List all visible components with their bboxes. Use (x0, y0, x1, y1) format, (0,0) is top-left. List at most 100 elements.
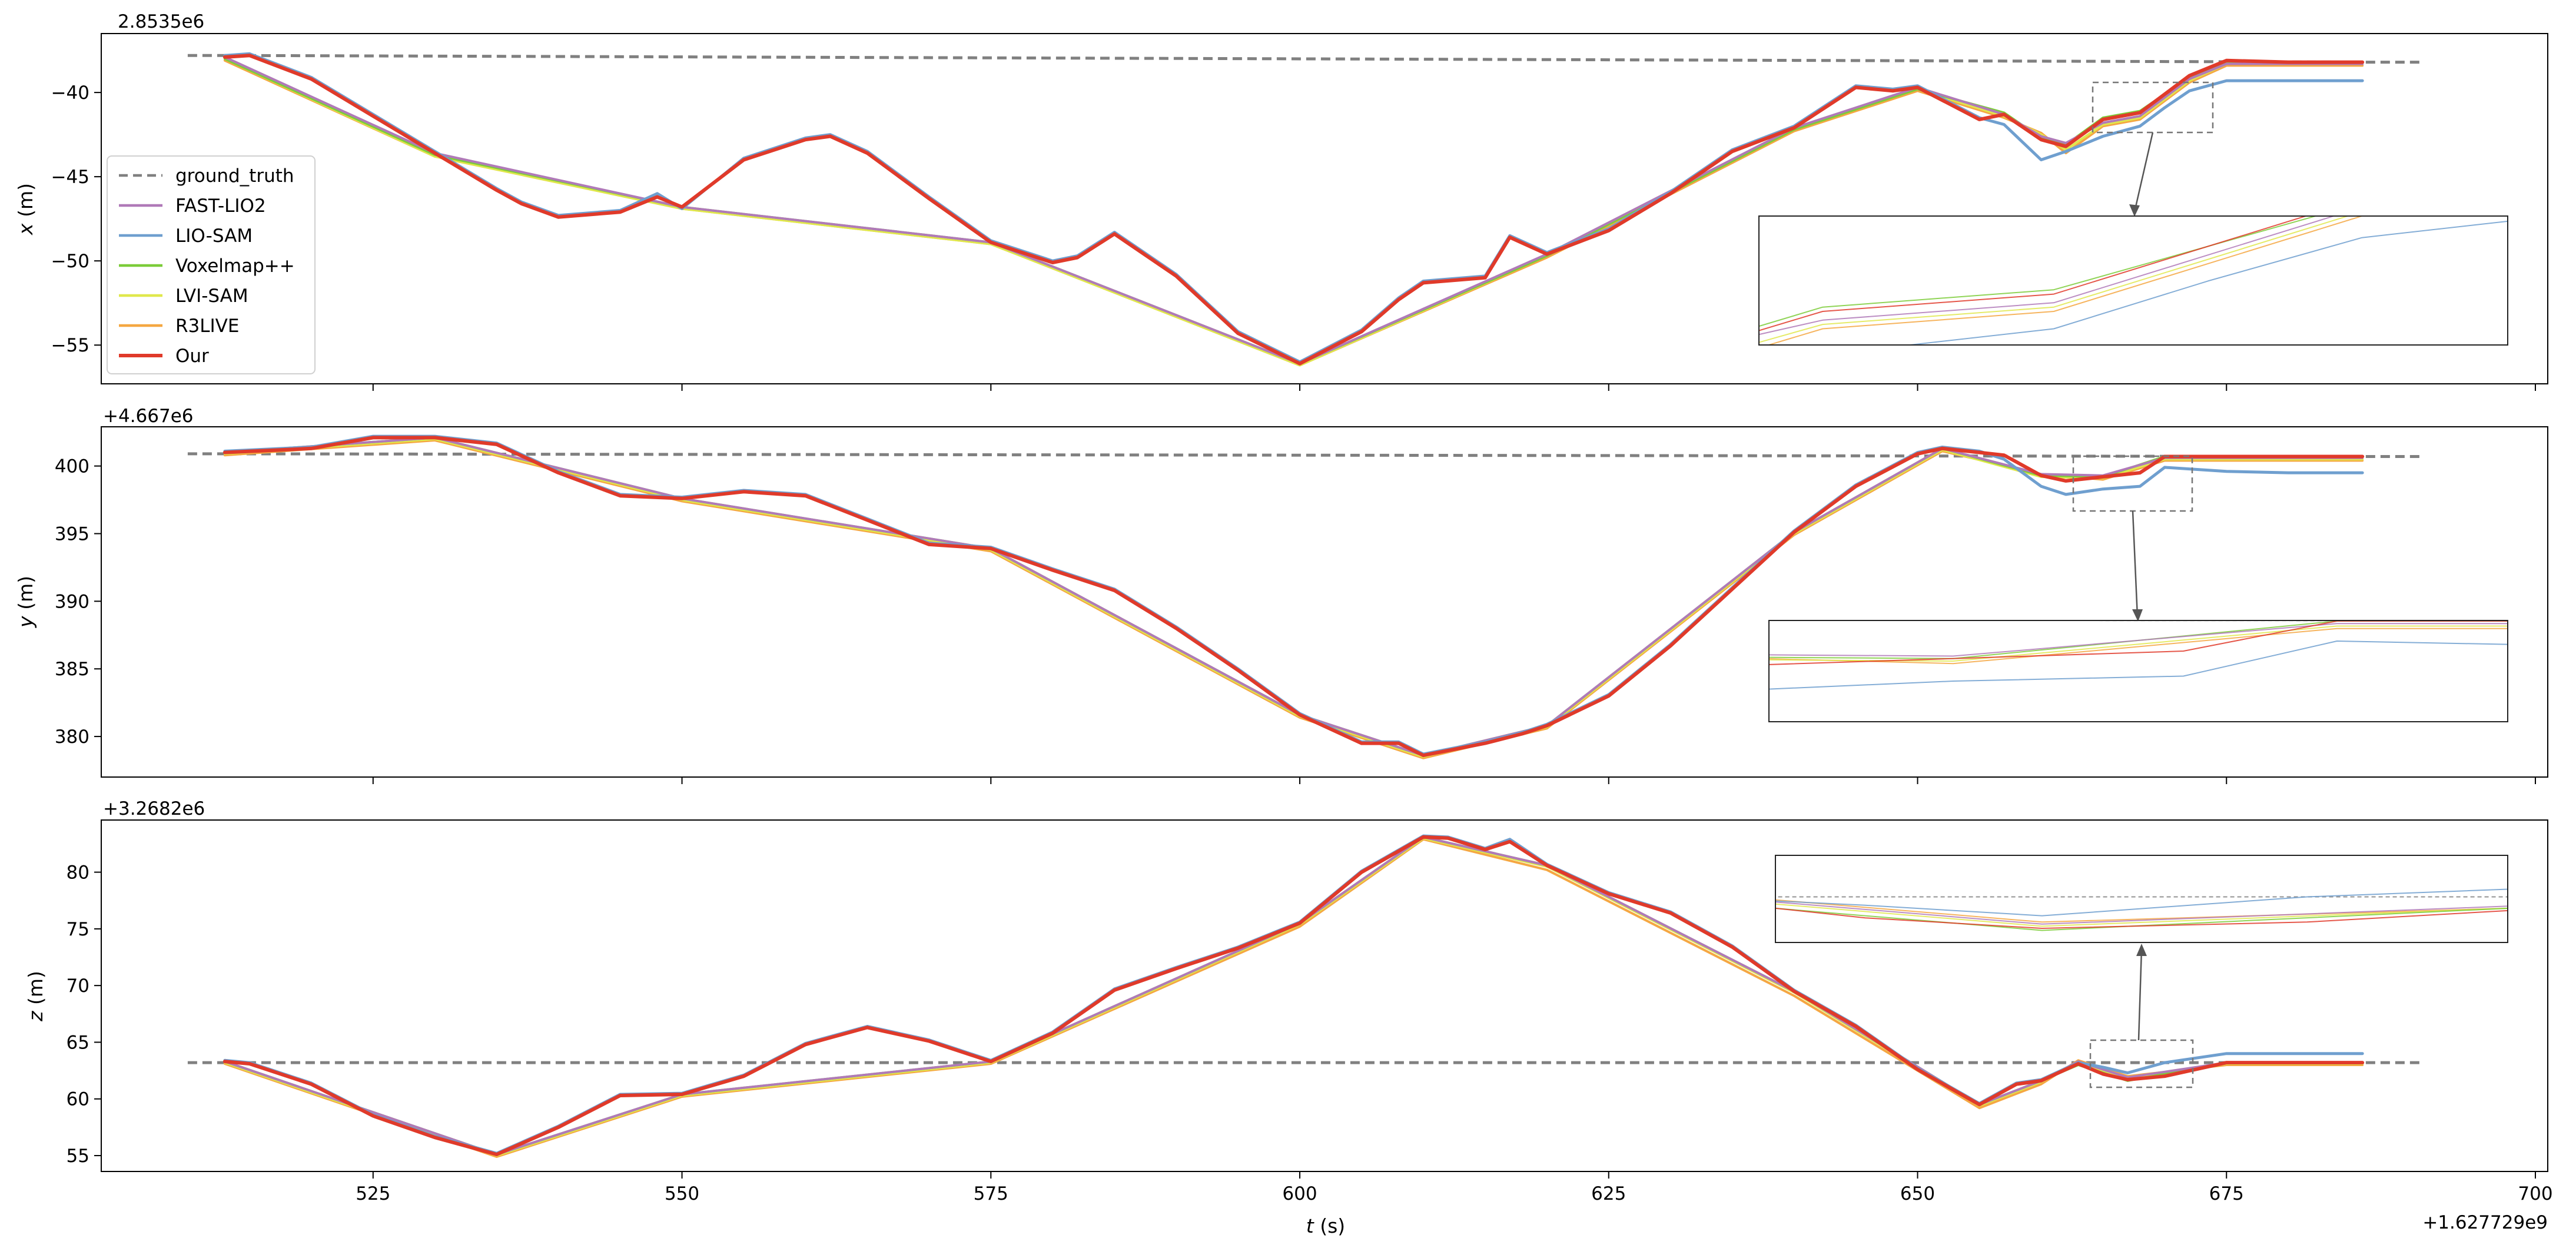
ytick-label: −45 (51, 167, 89, 188)
legend-item-ground-truth: ground_truth (119, 165, 294, 187)
panel-x-zoom-arrowhead (2129, 204, 2140, 217)
legend-item-r3live: R3LIVE (119, 316, 239, 337)
panel-y-frame (101, 426, 2548, 778)
panel-y-offset-label: +4.667e6 (103, 406, 194, 427)
ytick-label: 400 (55, 456, 89, 477)
series-line-r3live (223, 439, 2364, 759)
xtick-label: 525 (356, 1183, 390, 1204)
panel-z-xlabel: t (s) (1306, 1214, 1345, 1237)
legend-item-voxelmap-: Voxelmap++ (119, 255, 295, 277)
ytick-label: 380 (55, 726, 89, 748)
panel-x-offset-label: 2.8535e6 (118, 11, 204, 32)
panel-z-inset-frame (1775, 855, 2508, 943)
xtick-label: 600 (1282, 1183, 1317, 1204)
panel-z-ylabel: z (m) (24, 971, 47, 1022)
series-line-fast-lio2 (223, 56, 2364, 365)
ytick-label: −55 (51, 335, 89, 356)
panel-z-ylabel-var: z (24, 1011, 47, 1022)
panel-y-inset-frame (1768, 620, 2508, 722)
panel-z-xlabel-var: t (1306, 1214, 1314, 1237)
legend-items: ground_truth FAST-LIO2 LIO-SAM Voxelmap++ LV… (119, 165, 295, 367)
panel-y-xticks (372, 777, 2537, 784)
ytick-label: −50 (51, 251, 89, 272)
panel-z-xticks: 525 550 575 600 625 650 675 700 (356, 1171, 2553, 1204)
panel-x-ylabel-unit: (m) (14, 183, 37, 223)
panel-x-zoom-connector (2133, 132, 2154, 213)
panel-y-zoom-connector (2132, 510, 2139, 618)
panel-z-frame (101, 819, 2548, 1172)
xtick-label: 625 (1591, 1183, 1626, 1204)
series-line-our (223, 436, 2365, 758)
series-line-our (223, 54, 2365, 366)
panel-y-inset-content (1769, 620, 2508, 722)
panel-x-xticks (372, 384, 2537, 391)
inset-lines (1759, 216, 2508, 345)
panel-y-ylabel-var: y (14, 616, 37, 628)
panel-z-xlabel-unit: (s) (1314, 1214, 1345, 1237)
panel-x-inset-frame (1758, 215, 2508, 346)
inset-line-r3live (1769, 628, 2508, 665)
ytick-label: 395 (55, 523, 89, 545)
panel-y-content (187, 434, 2425, 759)
ytick-label: 385 (55, 659, 89, 680)
panel-x: 2.8535e6 −55 −50 −45 −40 x (m) ground_truth… (14, 11, 2548, 391)
inset-line-voxelmap- (1775, 907, 2508, 931)
ytick-label: 60 (67, 1089, 89, 1110)
legend-label: FAST-LIO2 (175, 195, 266, 217)
panel-z-ylabel-unit: (m) (24, 971, 47, 1011)
inset-background (1769, 620, 2508, 722)
panel-z-zoom-arrowhead (2136, 944, 2147, 956)
inset-line-r3live (1775, 899, 2508, 923)
xtick-label: 650 (1900, 1183, 1935, 1204)
ytick-label: 65 (67, 1032, 89, 1053)
inset-lines (1769, 620, 2508, 690)
panel-y-yticks: 380 385 390 395 400 (55, 456, 101, 748)
legend-label: LVI-SAM (175, 286, 248, 307)
inset-line-fast-lio2 (1775, 901, 2508, 925)
ytick-label: 390 (55, 591, 89, 612)
legend-item-our: Our (119, 346, 209, 367)
ytick-label: 70 (67, 975, 89, 997)
series-line-ground-truth (187, 54, 2425, 64)
xtick-label: 675 (2209, 1183, 2244, 1204)
inset-background (1759, 216, 2508, 345)
panel-z-zoom-region (2089, 1039, 2194, 1088)
xtick-label: 550 (665, 1183, 699, 1204)
panel-z-inset (1775, 855, 2508, 943)
panel-z-yticks: 55 60 65 70 75 80 (67, 862, 101, 1167)
panel-x-inset (1758, 215, 2508, 346)
ytick-label: 75 (67, 919, 89, 940)
ytick-label: −40 (51, 82, 89, 104)
panel-x-ylabel: x (m) (14, 183, 37, 235)
panel-y-ylabel-unit: (m) (14, 576, 37, 616)
inset-line-fast-lio2 (1769, 623, 2508, 657)
panel-z-content (187, 834, 2425, 1158)
ytick-label: 80 (67, 862, 89, 884)
panel-x-frame (101, 33, 2548, 384)
inset-line-lvi-sam (1769, 625, 2508, 662)
panel-y: +4.667e6 380 385 390 395 400 y (m) (14, 406, 2548, 784)
xtick-label: 575 (974, 1183, 1008, 1204)
legend: ground_truth FAST-LIO2 LIO-SAM Voxelmap++ LV… (107, 155, 316, 374)
series-line-ground-truth (187, 452, 2425, 458)
panel-y-zoom-arrowhead (2132, 609, 2143, 622)
panel-z-offset-label: +3.2682e6 (103, 798, 205, 819)
legend-label: Voxelmap++ (175, 255, 295, 277)
legend-box (107, 155, 316, 374)
panel-z: +3.2682e6 55 60 65 70 75 80 525 550 575 600 625 65… (24, 798, 2553, 1237)
ytick-label: 55 (67, 1146, 89, 1167)
inset-lines (1775, 888, 2508, 931)
legend-label: Our (175, 346, 209, 367)
panel-x-content (187, 52, 2425, 367)
panel-y-ylabel: y (m) (14, 576, 37, 628)
panel-x-inset-content (1759, 216, 2508, 345)
inset-line-fast-lio2 (1759, 216, 2336, 336)
series-line-lvi-sam (223, 57, 2364, 367)
legend-item-fast-lio2: FAST-LIO2 (119, 195, 266, 217)
legend-item-lvi-sam: LVI-SAM (119, 286, 248, 307)
legend-label: R3LIVE (175, 316, 239, 337)
xtick-label: 700 (2518, 1183, 2552, 1204)
inset-line-lvi-sam (1775, 903, 2508, 927)
panel-z-zoom-connector (2137, 948, 2143, 1041)
